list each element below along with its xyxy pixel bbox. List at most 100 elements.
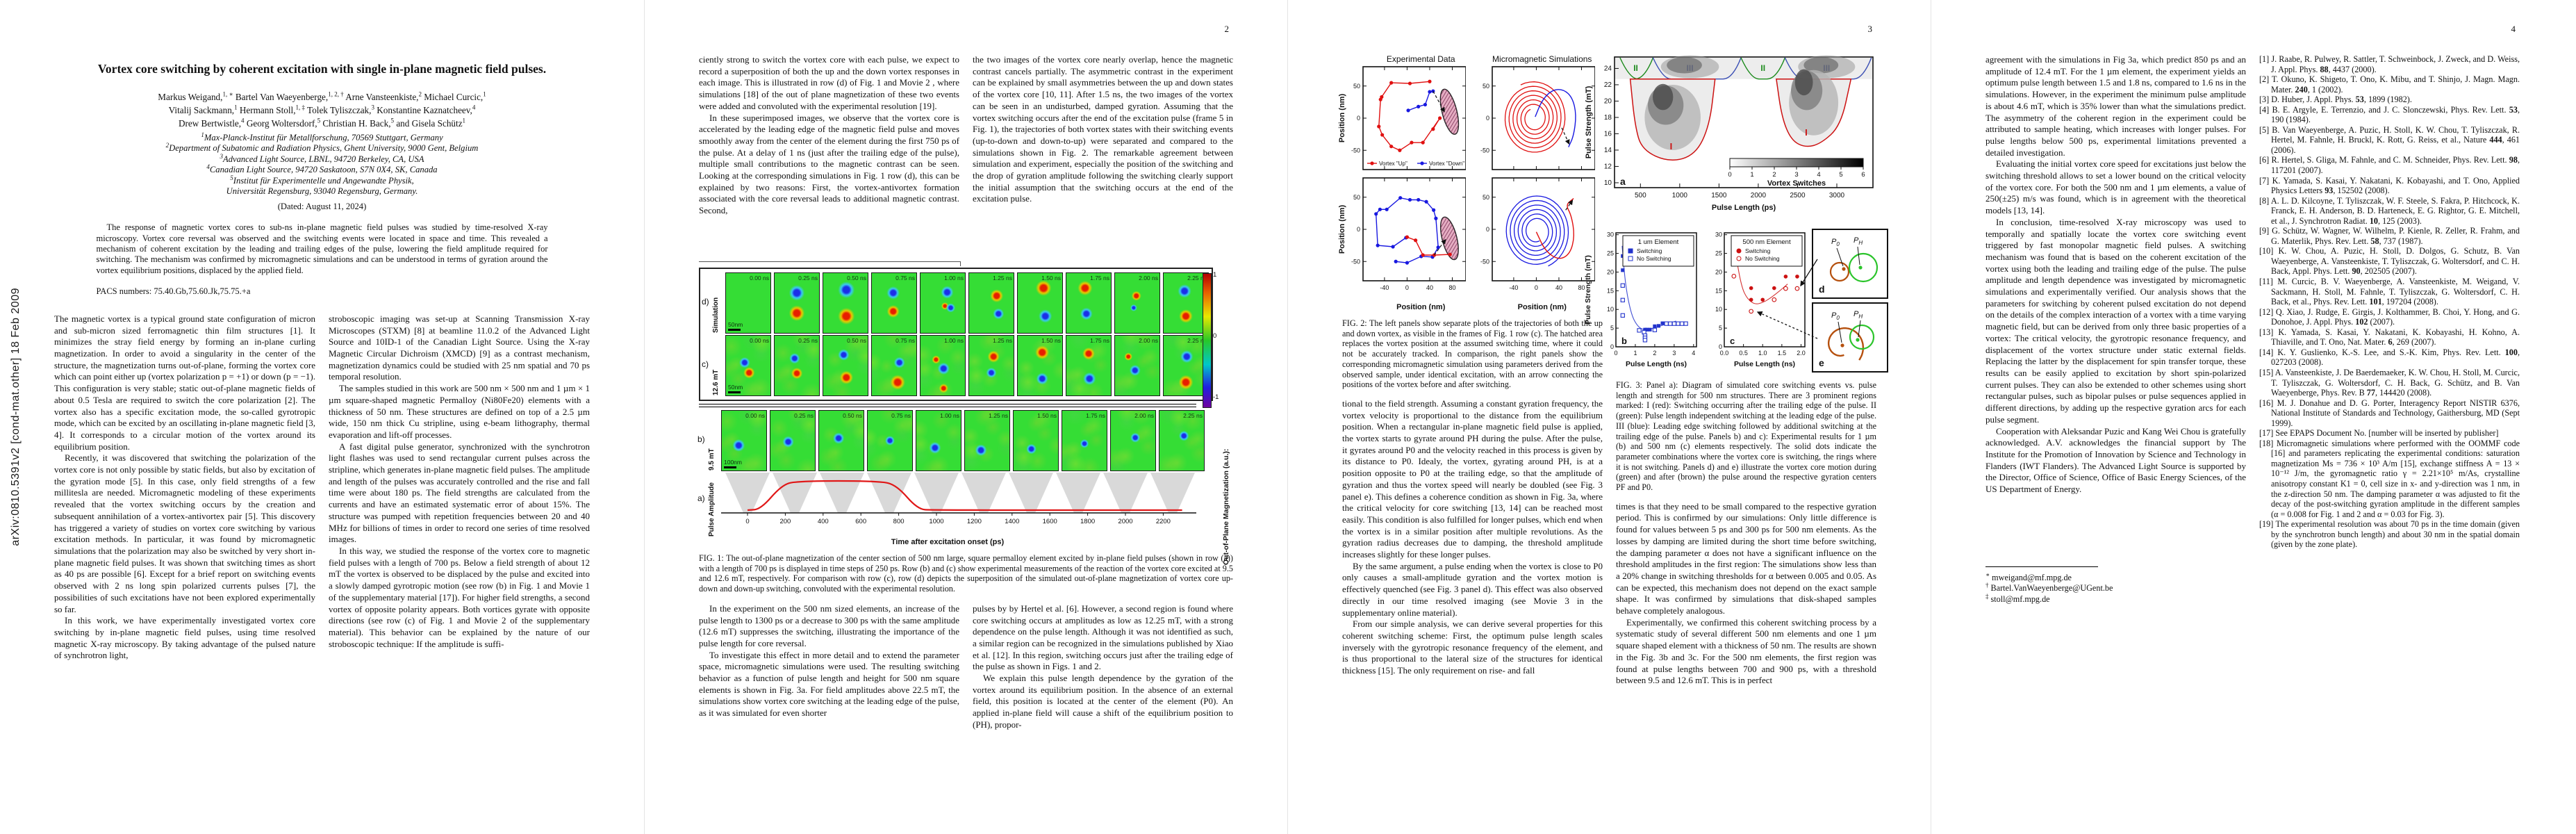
text-line: 4Canadian Light Source, 94720 Saskatoon,… [206,163,438,175]
frame-timestamp: 0.50 ns [847,337,866,344]
fig1-frame: 1.25 ns [968,272,1014,334]
svg-text:d: d [1819,284,1825,295]
svg-text:-40: -40 [1509,284,1518,291]
reference-item: [14] K. Y. Guslienko, K.-S. Lee, and S.-… [2259,347,2520,368]
svg-text:e: e [1819,357,1824,368]
fig1-pulse-plot: 0 200 400 600 800 1000 1200 1400 1600 1800 2000 220… [721,473,1196,525]
reference-item: [15] A. Vansteenkiste, J. De Baerdemaeke… [2259,367,2520,398]
frame-timestamp: 2.00 ns [1139,275,1158,281]
paragraph: the two images of the vortex core nearly… [973,54,1233,204]
fig3-panel-e: P0 PHe [1812,302,1888,373]
page3-column-left: Experimental Data Micromagnetic Simulatio… [1338,54,1603,687]
fig1-frame: 2.00 ns [1110,410,1156,471]
svg-text:0: 0 [1357,226,1360,233]
svg-text:1 um Element: 1 um Element [1638,238,1679,246]
page3-left-text: tional to the field strength. Assuming a… [1342,398,1603,677]
pacs-line: PACS numbers: 75.40.Gb,75.60.Jk,75.75.+a [96,286,251,296]
fig1-frame: 0.75 ns [871,335,917,396]
reference-item: [6] R. Hertel, S. Gliga, M. Fahnle, and … [2259,155,2520,176]
fig1-frame: 1.75 ns [1066,272,1112,334]
figure-1: d) Simulation 0.00 ns 50nm 0.25 ns 0.50 ns 0.7… [697,268,1235,565]
fig2-column-title: Micromagnetic Simulations [1492,54,1592,64]
svg-text:Position (nm): Position (nm) [1338,94,1346,143]
text-line: ∗ mweigand@mf.mpg.de [1985,571,2072,582]
svg-text:50: 50 [1353,194,1360,201]
fig3-panel-a: IIIIIIIIIIII1012141618202224500100015002… [1585,55,1874,212]
paragraph: By the same argument, a pulse ending whe… [1342,560,1603,618]
fig2-x-axis-label: Position (nm) [1517,303,1567,311]
page1-columns: The magnetic vortex is a typical ground … [54,313,590,769]
fig1-frames: 0.00 ns 50nm 0.25 ns 0.50 ns 0.75 ns 1.00 ns 1… [725,335,1209,396]
reference-item: [2] T. Okuno, K. Shigeto, T. Ono, K. Mib… [2259,74,2520,95]
fig2-column-title: Experimental Data [1386,54,1455,64]
fig1-frame: 0.50 ns [818,410,864,471]
svg-text:16: 16 [1604,130,1612,138]
svg-text:Pulse Length (ns): Pulse Length (ns) [1626,360,1687,368]
reference-item: [17] See EPAPS Document No. [number will… [2259,428,2499,439]
svg-text:4: 4 [1817,171,1820,179]
svg-text:14: 14 [1604,147,1612,154]
page2-columns-bottom: In the experiment on the 500 nm sized el… [699,603,1233,776]
svg-text:2: 2 [1772,171,1776,179]
paragraph: In conclusion, time-resolved X-ray micro… [1985,216,2246,425]
paragraph: agreement with the simulations in Fig 3a… [1985,54,2246,158]
fig3-panel-b: 0 5 10 15 20 25 30 0 1 2 3 4 Pulse Strength (mT) Puls… [1584,231,1697,368]
page-number-3: 3 [1867,24,1873,34]
text-line: 5Institut für Experimentelle und Angewan… [230,174,414,186]
svg-text:18: 18 [1604,114,1612,122]
fig3-panels-de: P0 PH d P0 PH e [1812,229,1888,373]
paragraph: From our simple analysis, we can derive … [1342,619,1603,676]
svg-text:Pulse Length (ps): Pulse Length (ps) [1712,204,1776,212]
reference-item: [8] A. L. D. Kilcoyne, T. Tyliszczak, W.… [2259,195,2520,226]
fig1-frame: 0.00 ns 50nm [725,272,771,334]
svg-text:Pulse Strength (mT): Pulse Strength (mT) [1585,85,1593,158]
svg-text:0: 0 [1486,226,1489,233]
figure-3-caption: FIG. 3: Panel a): Diagram of simulated c… [1616,380,1876,493]
svg-text:3000: 3000 [1829,192,1845,199]
fig1-frame: 2.00 ns [1114,335,1160,396]
svg-text:20: 20 [1607,268,1614,275]
footnotes: ∗ mweigand@mf.mpg.de † Bartel.VanWaeyenbe… [1985,571,2246,605]
fig1-row-label: b) 9.5 mT [697,434,716,471]
reference-item: [16] M. J. Donahue and D. G. Porter, Int… [2259,398,2520,428]
frame-timestamp: 0.75 ns [895,275,915,281]
fig1-frame: 1.25 ns [964,410,1010,471]
frame-timestamp: 0.00 ns [750,275,769,281]
frame-timestamp: 1.75 ns [1090,275,1109,281]
svg-text:II: II [1633,63,1638,73]
footnote-rule [1985,566,2098,567]
frame-timestamp: 1.75 ns [1090,337,1109,344]
fig2-panel: -50 0 50 [1480,66,1595,170]
svg-text:I: I [1805,127,1808,138]
frame-timestamp: 0.25 ns [798,337,818,344]
frame-timestamp: 0.25 ns [798,275,818,281]
fig1-frame: 0.25 ns [774,335,820,396]
scale-bar: 100nm [724,459,742,468]
svg-text:0: 0 [1357,115,1360,122]
svg-text:0: 0 [1719,343,1722,350]
svg-text:50: 50 [1483,194,1489,201]
frame-timestamp: 0.50 ns [847,275,866,281]
svg-text:4: 4 [1692,350,1695,357]
svg-text:25: 25 [1715,250,1722,257]
paragraph: ciently strong to switch the vortex core… [699,54,959,111]
svg-text:22: 22 [1604,81,1612,89]
colorbar-tick: -1 [1213,393,1219,401]
paragraph: pulses by by Hertel et al. [6]. However,… [973,603,1233,672]
svg-text:0: 0 [1728,171,1731,179]
svg-text:0: 0 [1486,115,1489,122]
reference-item: [12] Q. Xiao, J. Rudge, E. Girgis, J. Ko… [2259,306,2520,327]
frame-timestamp: 1.00 ns [944,337,964,344]
svg-text:50: 50 [1483,83,1489,90]
fig1-row: b) 9.5 mT 0.00 ns 100nm 0.25 ns 0.50 ns 0.75 n… [697,410,1235,471]
svg-text:1.0: 1.0 [1758,350,1767,357]
svg-text:600: 600 [855,518,866,525]
frame-timestamp: 2.00 ns [1134,412,1154,419]
fig1-row: d) Simulation 0.00 ns 50nm 0.25 ns 0.50 ns 0.7… [702,272,1209,334]
svg-text:24: 24 [1604,65,1612,72]
frame-timestamp: 0.00 ns [750,337,769,344]
fig1-frame: 1.50 ns [1017,272,1063,334]
fig1-frames: 0.00 ns 100nm 0.25 ns 0.50 ns 0.75 ns 1.00 ns… [721,410,1205,471]
reference-item: [13] K. Yamada, S. Kasai, Y. Nakatani, K… [2259,327,2520,348]
